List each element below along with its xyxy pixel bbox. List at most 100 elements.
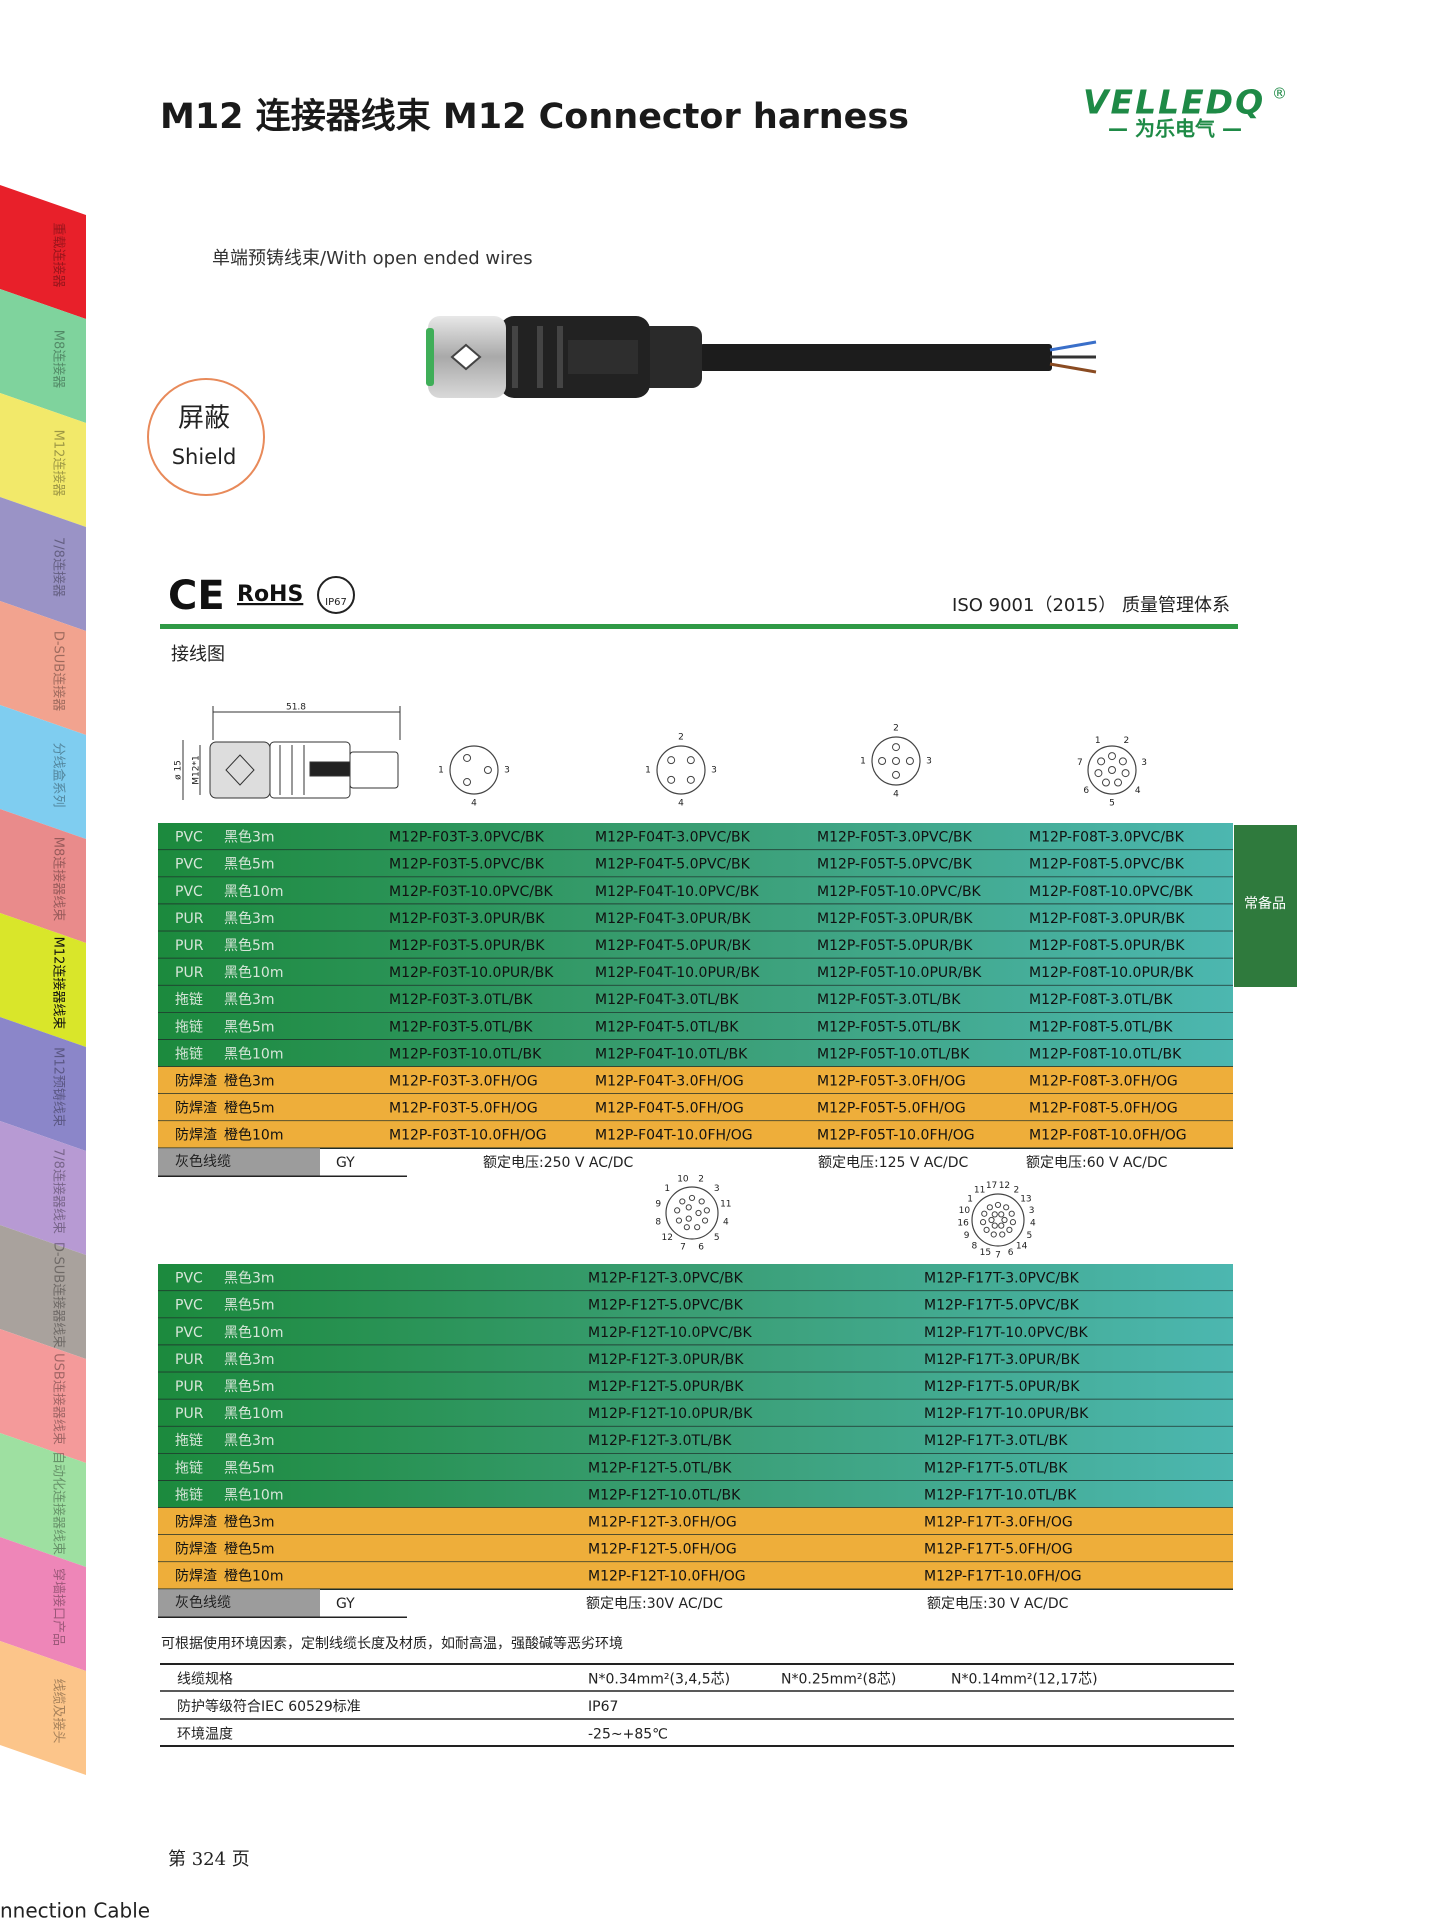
pin <box>1108 766 1116 774</box>
cable-type: PUR <box>175 1379 204 1395</box>
cable-type: PUR <box>175 911 204 927</box>
pin-label: 12 <box>662 1233 673 1243</box>
cable-type: PVC <box>175 1325 203 1341</box>
part-number: M12P-F12T-5.0TL/BK <box>588 1460 732 1476</box>
table-row <box>158 1264 1233 1292</box>
part-number: M12P-F03T-3.0TL/BK <box>389 992 533 1008</box>
table-row <box>158 1372 1233 1400</box>
pin <box>994 1201 1002 1209</box>
pin <box>688 1194 696 1202</box>
part-number: M12P-F03T-5.0PVC/BK <box>389 857 545 873</box>
part-number: M12P-F12T-10.0FH/OG <box>588 1569 746 1585</box>
cable-type: 黑色10m <box>224 964 283 981</box>
pin <box>1094 769 1103 778</box>
side-tab <box>0 393 86 527</box>
dimension-drawing <box>182 706 401 800</box>
part-number: M12P-F05T-3.0FH/OG <box>817 1073 966 1089</box>
part-number: M12P-F12T-3.0TL/BK <box>588 1433 732 1449</box>
pin <box>905 757 914 765</box>
pin-label: 3 <box>714 1184 720 1194</box>
pin <box>1009 1219 1017 1226</box>
part-number: M12P-F05T-5.0FH/OG <box>817 1101 966 1117</box>
table-row <box>158 931 1233 959</box>
pin-label: 2 <box>1014 1186 1020 1196</box>
pin-label: 1 <box>860 757 866 767</box>
cable-type: 黑色5m <box>224 1018 275 1035</box>
badge-cn: 屏蔽 <box>178 404 230 434</box>
part-number: M12P-F12T-5.0FH/OG <box>588 1542 737 1558</box>
part-number: M12P-F12T-5.0PUR/BK <box>588 1379 744 1395</box>
pin <box>990 1231 997 1238</box>
side-tab <box>0 1641 86 1775</box>
pin-label: 9 <box>655 1199 661 1209</box>
pin-label: 3 <box>926 757 932 767</box>
part-number: M12P-F03T-10.0PUR/BK <box>389 965 554 981</box>
cable-type: 黑色3m <box>224 991 275 1008</box>
side-tab <box>0 913 86 1047</box>
cable-type: 橙色3m <box>224 1072 275 1089</box>
badge-en: Shield <box>172 445 237 469</box>
part-number: M12P-F08T-3.0PVC/BK <box>1029 830 1185 846</box>
pin-face <box>1087 745 1137 795</box>
rated-voltage: 额定电压:125 V AC/DC <box>818 1155 969 1171</box>
pin <box>686 756 695 765</box>
part-number: M12P-F08T-10.0PUR/BK <box>1029 965 1194 981</box>
dim-diameter: ø 15 <box>174 760 184 780</box>
part-number: M12P-F17T-10.0PUR/BK <box>924 1406 1089 1422</box>
pin <box>1097 757 1106 766</box>
stock-note: 常备品 <box>1244 895 1286 912</box>
pin <box>878 757 887 765</box>
part-number: M12P-F05T-3.0TL/BK <box>817 992 961 1008</box>
pin-label: 7 <box>995 1251 1001 1261</box>
ce-mark: CE <box>168 573 225 619</box>
pin-label: 5 <box>1026 1231 1032 1241</box>
pin-label: 2 <box>678 733 684 743</box>
table-row <box>158 958 1233 986</box>
table-row <box>158 1426 1233 1454</box>
part-number: M12P-F12T-3.0PVC/BK <box>588 1271 744 1287</box>
side-tab <box>0 809 86 943</box>
pin <box>1101 778 1110 787</box>
side-tab-label: M12连接器线束 <box>51 937 67 1030</box>
pin <box>685 1204 692 1211</box>
page-number: 第 324 页 <box>168 1849 250 1870</box>
pin-label: 12 <box>999 1181 1010 1191</box>
part-number: M12P-F08T-5.0TL/BK <box>1029 1019 1173 1035</box>
side-tab <box>0 1121 86 1255</box>
pin <box>983 1226 990 1233</box>
pin <box>667 775 676 784</box>
cable-type: 拖链 <box>175 1046 203 1062</box>
pin <box>1006 1226 1013 1233</box>
cable-type: 黑色3m <box>224 910 275 927</box>
part-number: M12P-F04T-5.0PUR/BK <box>595 938 751 954</box>
footer-cell <box>158 1589 320 1618</box>
pin-face <box>871 736 921 786</box>
part-number: M12P-F17T-3.0FH/OG <box>924 1514 1073 1530</box>
ip-circle <box>317 576 355 614</box>
part-number: M12P-F08T-5.0FH/OG <box>1029 1101 1178 1117</box>
pin-label: 15 <box>980 1248 991 1258</box>
spec-value: N*0.34mm²(3,4,5芯) <box>588 1672 730 1688</box>
part-number: M12P-F04T-5.0FH/OG <box>595 1101 744 1117</box>
pin <box>1121 769 1130 778</box>
part-number: M12P-F17T-3.0PVC/BK <box>924 1271 1080 1287</box>
side-tab-label: 7/8连接器 <box>51 537 67 597</box>
part-number: M12P-F03T-10.0TL/BK <box>389 1046 542 1062</box>
footer-cell <box>158 1148 320 1177</box>
cable-type: 防焊渣 <box>175 1514 217 1530</box>
pin <box>991 1211 998 1218</box>
part-number: M12P-F03T-3.0FH/OG <box>389 1073 538 1089</box>
cable-type: 黑色5m <box>224 1297 275 1314</box>
divider <box>160 624 1238 629</box>
pin <box>998 1211 1005 1218</box>
side-tab-label: M12连接器 <box>51 430 67 497</box>
pin-label: 3 <box>1029 1206 1035 1216</box>
side-tab-label: 分线盒系列 <box>51 742 67 807</box>
table-row <box>158 1094 1233 1122</box>
part-number: M12P-F17T-3.0PUR/BK <box>924 1352 1080 1368</box>
pin <box>986 1204 993 1211</box>
side-tab <box>0 1537 86 1671</box>
pin <box>1114 778 1123 787</box>
spec-value: IP67 <box>588 1699 618 1715</box>
side-tab-label: 线缆及接头 <box>51 1678 67 1743</box>
